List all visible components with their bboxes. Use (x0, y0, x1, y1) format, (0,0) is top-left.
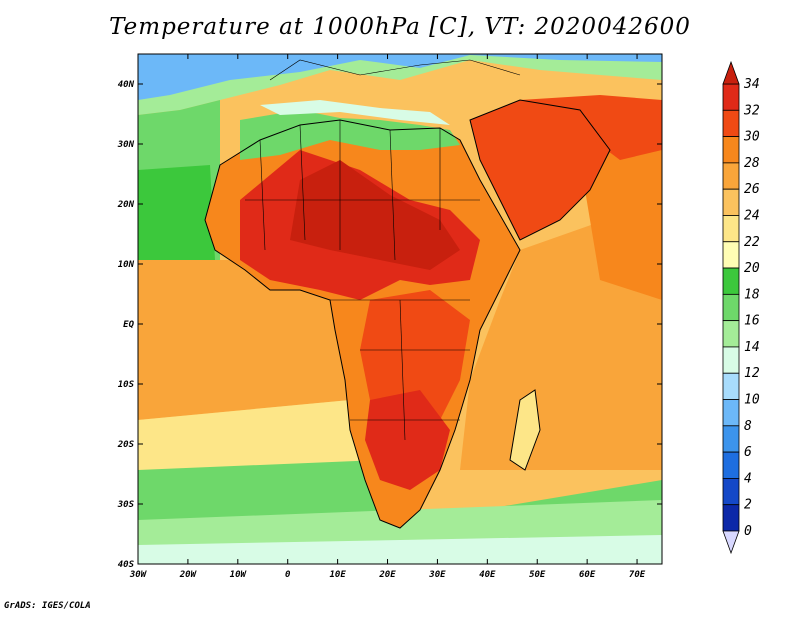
colorbar-segment (722, 346, 740, 374)
colorbar-segment (722, 136, 740, 164)
lat-tick-label: 40N (118, 80, 135, 90)
colorbar-label: 10 (744, 393, 760, 408)
longitude-axis: 30W 20W 10W 0 10E 20E 30E 40E 50E 60E 70E (129, 54, 646, 580)
colorbar-segment (722, 425, 740, 453)
colorbar-under-arrow (722, 530, 740, 555)
colorbar-segment (722, 399, 740, 427)
lon-tick-label: 50E (529, 570, 546, 580)
colorbar-label: 26 (744, 182, 760, 197)
colorbar-label: 22 (744, 235, 760, 250)
colorbar-label: 28 (744, 156, 760, 171)
colorbar-segment (722, 293, 740, 322)
colorbar-label: 4 (744, 471, 752, 486)
lon-tick-label: 20E (378, 570, 396, 580)
lon-tick-label: 60E (579, 570, 596, 580)
lon-tick-label: 0 (285, 570, 291, 580)
colorbar-segment (722, 320, 740, 348)
colorbar-segment (722, 162, 740, 190)
colorbar-label: 32 (743, 103, 760, 118)
colorbar-segment (722, 109, 740, 137)
lon-tick-label: 20W (179, 570, 198, 580)
lat-tick-label: 30S (117, 500, 135, 510)
lon-tick-label: 40E (479, 570, 496, 580)
colorbar-label: 20 (744, 261, 760, 276)
lat-tick-label: 20N (117, 200, 135, 210)
lat-tick-label: EQ (123, 320, 134, 330)
colorbar-label: 24 (744, 208, 760, 223)
lon-tick-label: 10W (230, 570, 248, 580)
colorbar-segment (722, 504, 740, 532)
colorbar-segment (722, 478, 740, 506)
colorbar-label: 14 (744, 340, 760, 355)
colorbar-label: 2 (744, 498, 752, 513)
colorbar-segment (722, 83, 740, 111)
colorbar-label: 8 (744, 419, 752, 434)
colorbar-segment (722, 188, 740, 216)
lon-tick-label: 10E (329, 570, 346, 580)
temperature-field (138, 54, 662, 564)
latitude-axis: 40N 30N 20N 10N EQ 10S 20S 30S 40S (117, 80, 662, 570)
chart-title: Temperature at 1000hPa [C], VT: 20200426… (109, 14, 691, 40)
colorbar-over-arrow (722, 60, 740, 85)
colorbar-label: 0 (744, 524, 752, 539)
colorbar-label: 12 (744, 366, 760, 381)
lon-tick-label: 70E (629, 570, 646, 580)
lat-tick-label: 10S (118, 380, 135, 390)
colorbar-segment (722, 451, 740, 479)
colorbar-label: 34 (743, 77, 760, 92)
lat-tick-label: 30N (117, 140, 135, 150)
colorbar-label: 18 (744, 287, 760, 302)
colorbar-segment (722, 215, 740, 243)
colorbar-segment (722, 267, 740, 295)
colorbar-label: 30 (743, 130, 760, 145)
lat-tick-label: 10N (118, 260, 135, 270)
colorbar-label: 16 (744, 314, 760, 329)
lat-tick-label: 40S (118, 560, 135, 570)
lon-tick-label: 30E (428, 570, 446, 580)
colorbar-segment (722, 241, 740, 269)
colorbar-label: 6 (744, 445, 752, 460)
plot-frame (137, 53, 663, 565)
lon-tick-label: 30W (129, 570, 148, 580)
colorbar-segment (722, 372, 740, 400)
lat-tick-label: 20S (117, 440, 135, 450)
credit-text: GrADS: IGES/COLA (4, 601, 91, 611)
